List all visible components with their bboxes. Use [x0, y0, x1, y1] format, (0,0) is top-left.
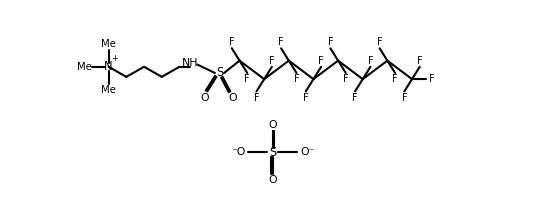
Text: S: S: [216, 66, 223, 79]
Text: F: F: [303, 93, 309, 103]
Text: F: F: [229, 37, 235, 47]
Text: O: O: [268, 120, 277, 130]
Text: ⁻O: ⁻O: [231, 147, 245, 157]
Text: F: F: [278, 37, 284, 47]
Text: F: F: [253, 93, 259, 103]
Text: F: F: [392, 74, 398, 84]
Text: NH: NH: [182, 58, 199, 68]
Text: O⁻: O⁻: [300, 147, 315, 157]
Text: F: F: [269, 56, 275, 66]
Text: S: S: [269, 146, 277, 159]
Text: F: F: [377, 37, 383, 47]
Text: F: F: [343, 74, 349, 84]
Text: Me: Me: [77, 62, 92, 72]
Text: F: F: [401, 93, 407, 103]
Text: Me: Me: [101, 85, 116, 95]
Text: F: F: [367, 56, 373, 66]
Text: F: F: [429, 74, 435, 84]
Text: N: N: [104, 60, 113, 73]
Text: F: F: [417, 56, 422, 66]
Text: O: O: [268, 175, 277, 185]
Text: Me: Me: [101, 39, 116, 49]
Text: O: O: [201, 93, 209, 103]
Text: +: +: [111, 54, 117, 63]
Text: F: F: [318, 56, 324, 66]
Text: F: F: [352, 93, 358, 103]
Text: F: F: [294, 74, 299, 84]
Text: F: F: [328, 37, 333, 47]
Text: F: F: [244, 74, 250, 84]
Text: O: O: [228, 93, 237, 103]
